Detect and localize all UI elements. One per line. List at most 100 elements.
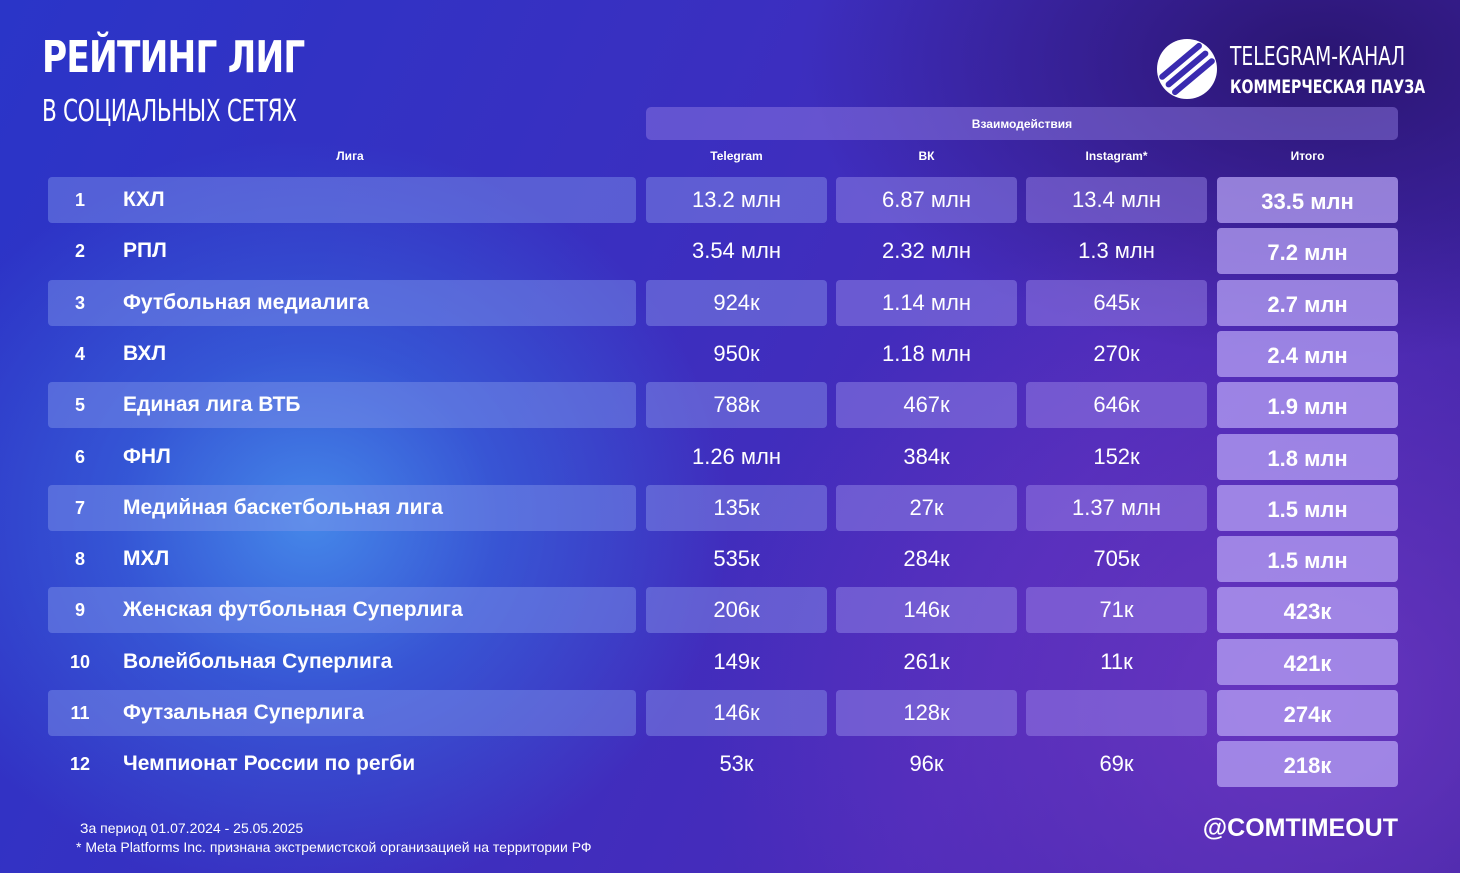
instagram-cell: 645к <box>1026 280 1207 326</box>
league-name-cell: ВХЛ <box>123 342 167 365</box>
total-cell: 423к <box>1217 587 1398 633</box>
telegram-cell: 924к <box>646 280 827 326</box>
interactions-group-header: Взаимодействия <box>646 107 1398 140</box>
column-header-league: Лига <box>336 149 364 163</box>
vk-cell: 27к <box>836 485 1017 531</box>
league-name-cell: Женская футбольная Суперлига <box>123 598 463 621</box>
total-cell: 7.2 млн <box>1217 228 1398 274</box>
instagram-cell: 11к <box>1100 649 1133 674</box>
brand-channel-label: TELEGRAM-КАНАЛ <box>1230 42 1406 72</box>
table-row: 5 Единая лига ВТБ 788к 467к 646к 1.9 млн <box>48 382 1398 428</box>
telegram-cell: 950к <box>713 341 760 366</box>
vk-cell: 384к <box>903 444 950 469</box>
instagram-cell: 270к <box>1093 341 1140 366</box>
brand-block: TELEGRAM-КАНАЛ КОММЕРЧЕСКАЯ ПАУЗА <box>1156 38 1425 102</box>
vk-cell: 6.87 млн <box>836 177 1017 223</box>
row-highlight <box>48 280 636 326</box>
rank-cell: 7 <box>74 498 85 518</box>
row-highlight <box>48 690 636 736</box>
table-row: 11 Футзальная Суперлига 146к 128к 274к <box>48 690 1398 736</box>
instagram-cell: 13.4 млн <box>1026 177 1207 223</box>
telegram-cell: 53к <box>719 751 754 776</box>
league-name-cell: Медийная баскетбольная лига <box>123 496 443 519</box>
telegram-cell: 206к <box>646 587 827 633</box>
total-cell: 33.5 млн <box>1217 177 1398 223</box>
vk-cell: 2.32 млн <box>881 238 972 263</box>
rank-cell: 10 <box>69 652 91 672</box>
table-row: 1 КХЛ 13.2 млн 6.87 млн 13.4 млн 33.5 млн <box>48 177 1398 223</box>
total-cell: 2.4 млн <box>1217 331 1398 377</box>
instagram-cell: 1.37 млн <box>1026 485 1207 531</box>
league-name-cell: Волейбольная Суперлига <box>123 650 393 673</box>
table-row: 12 Чемпионат России по регби 53к 96к 69к 218к <box>48 741 1398 787</box>
total-cell: 1.5 млн <box>1217 536 1398 582</box>
vk-cell: 284к <box>903 546 950 571</box>
league-name-cell: Единая лига ВТБ <box>123 393 301 416</box>
vk-cell: 1.18 млн <box>881 341 972 366</box>
total-cell: 274к <box>1217 690 1398 736</box>
league-name-cell: Чемпионат России по регби <box>123 752 416 775</box>
rank-cell: 5 <box>74 395 85 415</box>
rank-cell: 11 <box>70 703 90 723</box>
vk-cell: 128к <box>836 690 1017 736</box>
vk-cell: 261к <box>903 649 950 674</box>
row-highlight <box>48 587 636 633</box>
row-highlight <box>48 382 636 428</box>
row-highlight <box>48 485 636 531</box>
rank-cell: 6 <box>74 447 85 467</box>
rank-cell: 1 <box>74 190 85 210</box>
table-row: 9 Женская футбольная Суперлига 206к 146к 71к… <box>48 587 1398 633</box>
instagram-cell: 69к <box>1099 751 1134 776</box>
brand-channel-name: КОММЕРЧЕСКАЯ ПАУЗА <box>1230 76 1426 98</box>
vk-cell: 146к <box>836 587 1017 633</box>
rank-cell: 8 <box>74 549 85 569</box>
total-cell: 218к <box>1217 741 1398 787</box>
table-row: 7 Медийная баскетбольная лига 135к 27к 1.37 … <box>48 485 1398 531</box>
vk-cell: 96к <box>909 751 944 776</box>
league-name-cell: МХЛ <box>123 547 170 570</box>
telegram-cell: 13.2 млн <box>646 177 827 223</box>
total-cell: 1.9 млн <box>1217 382 1398 428</box>
instagram-cell: 152к <box>1093 444 1140 469</box>
column-header-vk: ВК <box>918 149 935 163</box>
table-row: 3 Футбольная медиалига 924к 1.14 млн 645к 2.7… <box>48 280 1398 326</box>
table-row: 4 ВХЛ 950к 1.18 млн 270к 2.4 млн <box>48 331 1398 377</box>
telegram-cell: 149к <box>713 649 760 674</box>
total-cell: 1.5 млн <box>1217 485 1398 531</box>
row-highlight <box>48 177 636 223</box>
page-subtitle: В СОЦИАЛЬНЫХ СЕТЯХ <box>42 94 297 129</box>
column-header-instagram: Instagram* <box>1085 149 1148 163</box>
table-row: 10 Волейбольная Суперлига 149к 261к 11к 421к <box>48 639 1398 685</box>
league-name-cell: Футбольная медиалига <box>123 291 369 314</box>
rank-cell: 12 <box>69 754 91 774</box>
instagram-cell: 71к <box>1026 587 1207 633</box>
league-name-cell: РПЛ <box>123 239 167 262</box>
total-cell: 2.7 млн <box>1217 280 1398 326</box>
vk-cell: 1.14 млн <box>836 280 1017 326</box>
rank-cell: 9 <box>74 600 85 620</box>
meta-disclaimer: * Meta Platforms Inc. признана экстремис… <box>76 839 592 855</box>
league-name-cell: ФНЛ <box>123 445 171 468</box>
rank-cell: 4 <box>74 344 85 364</box>
page-title: РЕЙТИНГ ЛИГ <box>42 32 305 83</box>
rank-cell: 3 <box>74 293 85 313</box>
column-header-total: Итого <box>1290 149 1325 163</box>
table-row: 2 РПЛ 3.54 млн 2.32 млн 1.3 млн 7.2 млн <box>48 228 1398 274</box>
channel-handle: @COMTIMEOUT <box>1202 814 1398 842</box>
vk-cell: 467к <box>836 382 1017 428</box>
instagram-cell: 705к <box>1093 546 1140 571</box>
telegram-cell: 146к <box>646 690 827 736</box>
telegram-cell: 788к <box>646 382 827 428</box>
column-header-telegram: Telegram <box>710 149 763 163</box>
telegram-cell: 3.54 млн <box>691 238 782 263</box>
period-note: За период 01.07.2024 - 25.05.2025 <box>80 820 304 836</box>
telegram-cell: 1.26 млн <box>691 444 782 469</box>
table-row: 6 ФНЛ 1.26 млн 384к 152к 1.8 млн <box>48 434 1398 480</box>
instagram-cell: 1.3 млн <box>1078 238 1155 263</box>
telegram-cell: 135к <box>646 485 827 531</box>
instagram-cell: 646к <box>1026 382 1207 428</box>
stripes-ball-logo-icon <box>1157 39 1217 99</box>
rank-cell: 2 <box>74 241 85 261</box>
instagram-cell <box>1026 690 1207 736</box>
league-name-cell: Футзальная Суперлига <box>123 701 364 724</box>
